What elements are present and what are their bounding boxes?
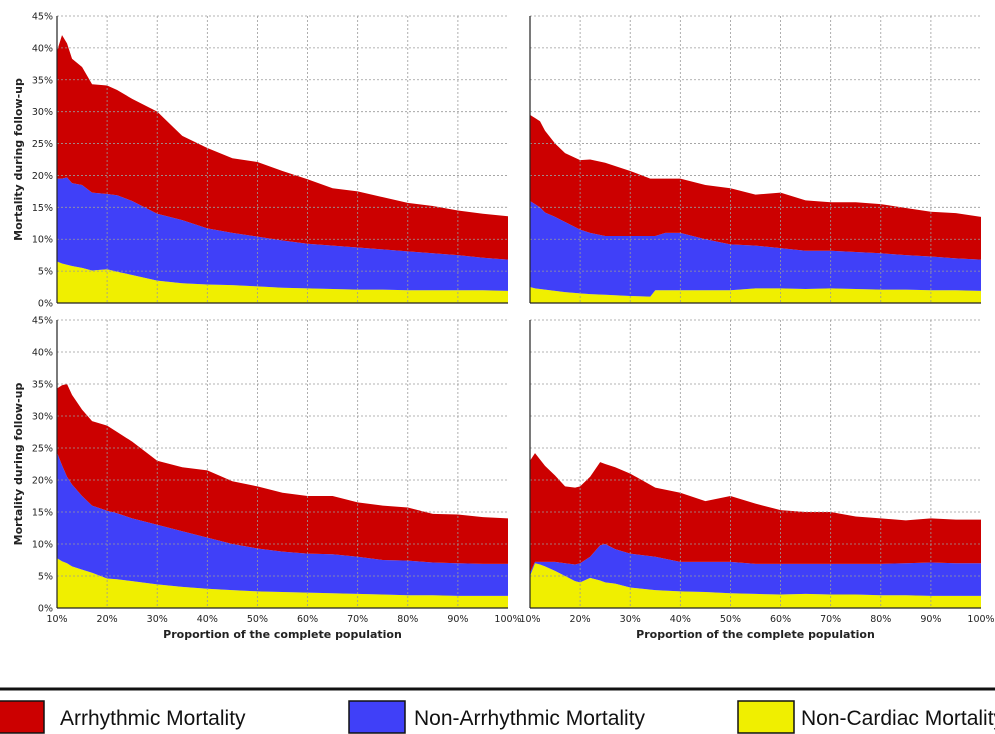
y-tick-label: 5% bbox=[38, 572, 53, 583]
legend-label-non-cardiac: Non-Cardiac Mortality bbox=[801, 707, 995, 730]
legend: Arrhythmic Mortality Non-Arrhythmic Mort… bbox=[0, 687, 995, 734]
x-tick-label: 50% bbox=[720, 614, 741, 625]
y-tick-label: 40% bbox=[32, 43, 53, 54]
x-tick-label: 60% bbox=[297, 614, 318, 625]
x-tick-label: 90% bbox=[447, 614, 468, 625]
x-tick-label: 100% bbox=[494, 614, 521, 625]
chart-panel-1: 0% 5% 10% 15% 20% 25% 30% 35% 40% 45% Mortality du… bbox=[12, 12, 508, 310]
x-tick-label: 10% bbox=[519, 614, 540, 625]
x-tick-label: 40% bbox=[197, 614, 218, 625]
x-tick-label: 70% bbox=[347, 614, 368, 625]
area-arrhythmic-mortality bbox=[530, 453, 981, 573]
legend-swatch-non-cardiac bbox=[737, 700, 795, 734]
x-tick-label: 100% bbox=[967, 614, 994, 625]
y-tick-label: 5% bbox=[38, 267, 53, 278]
chart-panel-2 bbox=[529, 15, 981, 304]
legend-label-non-arrhythmic: Non-Arrhythmic Mortality bbox=[414, 707, 646, 730]
y-tick-label: 30% bbox=[32, 412, 53, 423]
y-tick-label: 30% bbox=[32, 107, 53, 118]
area-arrhythmic-mortality bbox=[57, 384, 508, 564]
x-axis-title: Proportion of the complete population bbox=[636, 628, 875, 641]
area-non-arrhythmic-mortality bbox=[57, 452, 508, 596]
legend-swatch-non-arrhythmic bbox=[348, 700, 406, 734]
y-tick-label: 45% bbox=[32, 316, 53, 327]
x-axis-title: Proportion of the complete population bbox=[163, 628, 402, 641]
x-tick-label: 20% bbox=[570, 614, 591, 625]
x-tick-label: 60% bbox=[770, 614, 791, 625]
x-tick-label: 80% bbox=[870, 614, 891, 625]
y-tick-label: 20% bbox=[32, 171, 53, 182]
x-tick-label: 30% bbox=[147, 614, 168, 625]
x-tick-label: 90% bbox=[920, 614, 941, 625]
x-tick-label: 80% bbox=[397, 614, 418, 625]
y-tick-label: 35% bbox=[32, 380, 53, 391]
y-tick-label: 25% bbox=[32, 139, 53, 150]
x-tick-label: 30% bbox=[620, 614, 641, 625]
area-non-cardiac-mortality bbox=[57, 261, 508, 303]
area-arrhythmic-mortality bbox=[57, 35, 508, 260]
y-tick-label: 10% bbox=[32, 540, 53, 551]
y-tick-label: 0% bbox=[38, 604, 53, 615]
area-arrhythmic-mortality bbox=[530, 114, 981, 260]
legend-swatch-arrhythmic bbox=[0, 700, 45, 734]
y-tick-label: 0% bbox=[38, 299, 53, 310]
y-tick-label: 45% bbox=[32, 12, 53, 23]
y-tick-label: 10% bbox=[32, 235, 53, 246]
area-non-cardiac-mortality bbox=[530, 563, 981, 608]
y-tick-label: 35% bbox=[32, 75, 53, 86]
chart-panel-4: 10% 20% 30% 40% 50% 60% 70% 80% 90% 100% Proportio… bbox=[519, 319, 995, 641]
chart-panel-3: 0% 5% 10% 15% 20% 25% 30% 35% 40% 45% 10% 20% 30% 40%… bbox=[12, 316, 522, 642]
y-tick-label: 15% bbox=[32, 508, 53, 519]
x-tick-label: 70% bbox=[820, 614, 841, 625]
area-non-cardiac-mortality bbox=[530, 287, 981, 303]
x-tick-label: 40% bbox=[670, 614, 691, 625]
area-non-arrhythmic-mortality bbox=[530, 544, 981, 596]
y-tick-label: 40% bbox=[32, 348, 53, 359]
y-tick-label: 15% bbox=[32, 203, 53, 214]
y-axis-title: Mortality during follow-up bbox=[12, 78, 25, 241]
area-non-cardiac-mortality bbox=[57, 558, 508, 608]
area-non-arrhythmic-mortality bbox=[530, 200, 981, 297]
x-tick-label: 50% bbox=[247, 614, 268, 625]
y-axis-title: Mortality during follow-up bbox=[12, 383, 25, 546]
legend-label-arrhythmic: Arrhythmic Mortality bbox=[60, 707, 246, 730]
chart-panels: 0% 5% 10% 15% 20% 25% 30% 35% 40% 45% Mortality du… bbox=[12, 12, 995, 642]
area-non-arrhythmic-mortality bbox=[57, 177, 508, 291]
y-tick-label: 20% bbox=[32, 476, 53, 487]
x-tick-label: 20% bbox=[97, 614, 118, 625]
x-tick-label: 10% bbox=[46, 614, 67, 625]
y-tick-label: 25% bbox=[32, 444, 53, 455]
